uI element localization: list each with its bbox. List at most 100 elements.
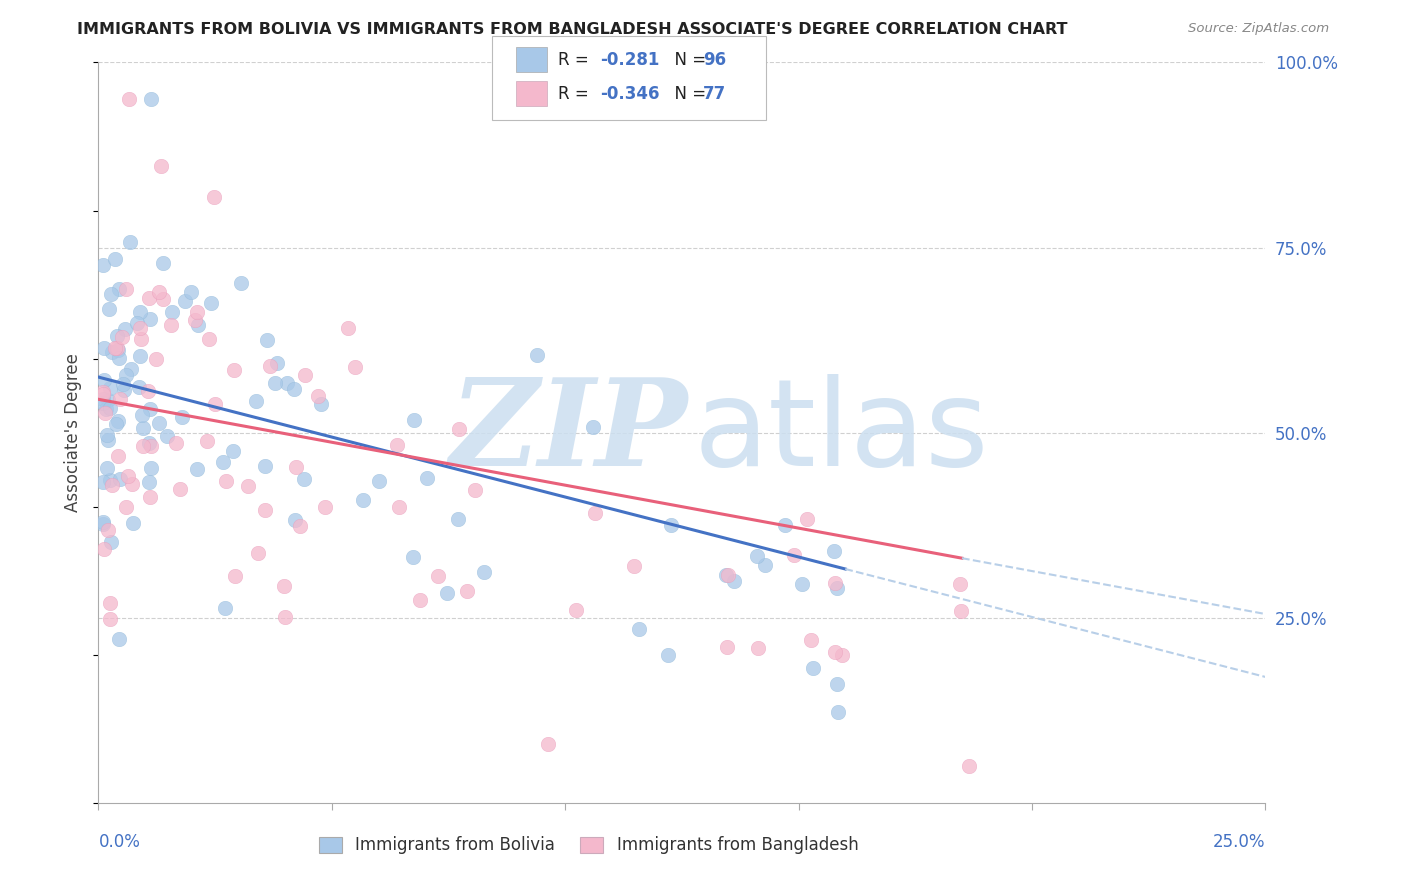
Point xyxy=(93,373,115,387)
Point xyxy=(112,383,135,397)
Point xyxy=(565,602,588,616)
Point xyxy=(91,258,114,272)
Point xyxy=(247,546,270,560)
Point xyxy=(307,389,329,403)
Point xyxy=(783,548,806,562)
Point xyxy=(582,420,605,434)
Text: -0.281: -0.281 xyxy=(600,51,659,69)
Point xyxy=(98,401,121,416)
Point xyxy=(949,604,972,618)
Point xyxy=(91,475,114,489)
Point xyxy=(128,380,150,394)
Point xyxy=(716,640,738,654)
Point xyxy=(97,524,120,538)
Point xyxy=(294,368,316,383)
Text: -0.346: -0.346 xyxy=(600,85,659,103)
Point xyxy=(368,474,391,488)
Point xyxy=(183,312,205,326)
Point xyxy=(222,363,245,377)
Point xyxy=(831,648,853,663)
Point xyxy=(264,376,287,390)
Point xyxy=(427,568,450,582)
Point xyxy=(236,478,259,492)
Point xyxy=(714,568,737,582)
Point xyxy=(139,461,162,475)
Point xyxy=(309,397,332,411)
Point xyxy=(169,482,191,496)
Point xyxy=(132,421,155,435)
Point xyxy=(115,282,138,296)
Point xyxy=(118,92,141,106)
Point xyxy=(204,397,226,411)
Point xyxy=(464,483,486,497)
Point xyxy=(823,544,845,558)
Point xyxy=(180,285,202,299)
Point xyxy=(222,443,245,458)
Point xyxy=(285,460,308,475)
Point xyxy=(152,292,174,306)
Point xyxy=(754,558,776,572)
Point xyxy=(91,396,114,410)
Point xyxy=(254,503,277,517)
Text: atlas: atlas xyxy=(693,374,990,491)
Point xyxy=(91,516,114,531)
Point xyxy=(91,386,114,401)
Text: 96: 96 xyxy=(703,51,725,69)
Point xyxy=(150,159,173,173)
Point xyxy=(91,516,114,530)
Point xyxy=(292,473,315,487)
Point xyxy=(129,333,152,347)
Point xyxy=(800,633,823,648)
Point xyxy=(344,360,367,375)
Point xyxy=(283,382,305,396)
Point xyxy=(659,518,682,533)
Point xyxy=(138,436,160,450)
Point xyxy=(100,478,122,492)
Point xyxy=(259,359,281,374)
Point xyxy=(447,422,470,436)
Point xyxy=(108,632,131,646)
Point xyxy=(107,414,129,428)
Point xyxy=(107,343,129,357)
Text: N =: N = xyxy=(664,51,711,69)
Legend: Immigrants from Bolivia, Immigrants from Bangladesh: Immigrants from Bolivia, Immigrants from… xyxy=(312,830,865,861)
Point xyxy=(105,417,128,431)
Point xyxy=(139,439,162,453)
Point xyxy=(747,640,769,655)
Point xyxy=(94,401,117,416)
Point xyxy=(104,341,127,355)
Point xyxy=(136,384,159,398)
Point xyxy=(214,600,236,615)
Point xyxy=(107,351,129,366)
Point xyxy=(139,401,162,416)
Point xyxy=(108,392,131,407)
Point xyxy=(212,455,235,469)
Point xyxy=(314,500,336,515)
Point xyxy=(148,416,170,430)
Text: IMMIGRANTS FROM BOLIVIA VS IMMIGRANTS FROM BANGLADESH ASSOCIATE'S DEGREE CORRELA: IMMIGRANTS FROM BOLIVIA VS IMMIGRANTS FR… xyxy=(77,22,1067,37)
Point xyxy=(957,758,980,772)
Point xyxy=(623,559,645,574)
Point xyxy=(97,433,120,447)
Point xyxy=(110,472,132,486)
Point xyxy=(827,705,849,719)
Point xyxy=(416,471,439,485)
Point xyxy=(170,409,193,424)
Text: R =: R = xyxy=(558,85,595,103)
Point xyxy=(187,318,209,333)
Point xyxy=(115,500,138,514)
Point xyxy=(195,434,218,448)
Point xyxy=(160,305,183,319)
Point xyxy=(276,376,298,390)
Point xyxy=(131,408,153,422)
Point xyxy=(224,568,246,582)
Point xyxy=(104,252,127,267)
Point xyxy=(148,285,170,299)
Point xyxy=(105,342,128,356)
Point xyxy=(801,661,824,675)
Point xyxy=(96,427,118,442)
Point xyxy=(145,351,167,366)
Point xyxy=(115,368,138,383)
Point xyxy=(266,356,288,370)
Text: R =: R = xyxy=(558,51,595,69)
